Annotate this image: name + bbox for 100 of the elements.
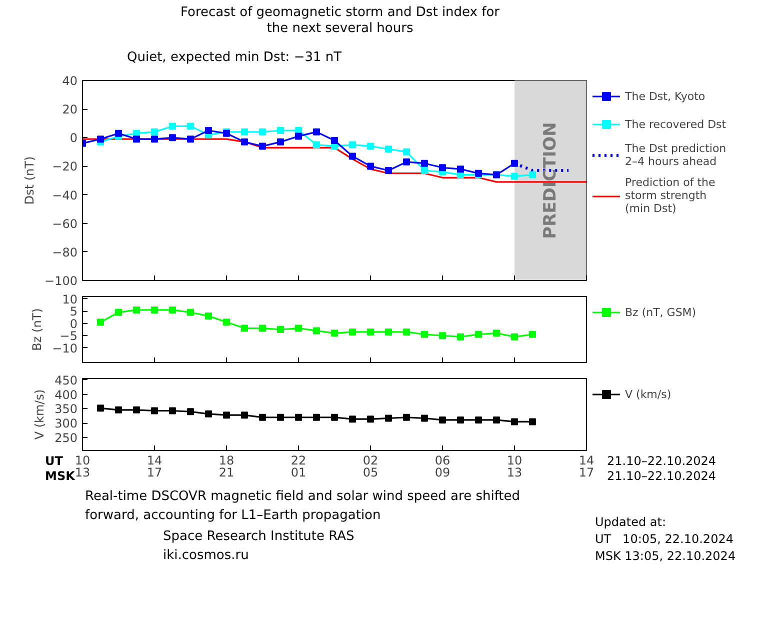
y-axis-title: V (km/s) <box>32 389 47 440</box>
point <box>151 407 158 414</box>
x2-tick-label: 13 <box>506 466 522 480</box>
text: Quiet, expected min Dst: −31 nT <box>127 49 342 67</box>
x2-tick-label: 17 <box>146 466 162 480</box>
point <box>367 142 374 150</box>
y-tick-label: 350 <box>54 402 78 416</box>
y-tick-label: −5 <box>60 329 78 344</box>
text: Updated at: <box>595 515 666 529</box>
point <box>529 171 536 178</box>
y-tick-label: −40 <box>52 188 78 202</box>
point <box>349 328 356 336</box>
point <box>475 416 482 424</box>
point <box>133 306 140 314</box>
point <box>205 127 212 134</box>
point <box>421 330 428 338</box>
point <box>511 333 518 340</box>
point <box>169 306 176 314</box>
x-tick-label: 14 <box>146 454 162 468</box>
point <box>133 136 140 143</box>
point <box>277 138 284 146</box>
point <box>457 333 464 340</box>
x-tick-label: 10 <box>506 454 522 468</box>
text: MSK 13:05, 22.10.2024 <box>595 549 736 564</box>
point <box>313 327 320 334</box>
point <box>331 414 338 421</box>
y-tick-label: −80 <box>52 245 78 260</box>
y-axis-title: Dst (nT) <box>22 156 37 205</box>
point <box>97 318 104 326</box>
point <box>403 158 410 166</box>
point <box>385 328 392 336</box>
text: UT 10:05, 22.10.2024 <box>595 532 734 546</box>
point <box>439 416 446 424</box>
y-tick-label: 40 <box>62 74 78 88</box>
y-tick-label: 250 <box>54 431 78 446</box>
x-tick-label: 06 <box>434 454 450 468</box>
point <box>169 407 176 414</box>
point <box>421 167 428 174</box>
point <box>421 160 428 167</box>
x2-tick-label: 17 <box>578 466 594 480</box>
point <box>115 308 122 316</box>
point <box>115 130 122 137</box>
x-tick-label: 14 <box>578 454 594 468</box>
point <box>313 414 320 421</box>
point <box>223 412 230 419</box>
point <box>205 410 212 418</box>
point <box>529 418 536 426</box>
y-tick-label: 5 <box>70 304 78 319</box>
y-tick-label: 450 <box>54 373 78 388</box>
point <box>97 136 104 143</box>
point <box>277 414 284 421</box>
y-tick-label: −10 <box>52 341 78 356</box>
point <box>187 136 194 143</box>
point <box>169 134 176 142</box>
point <box>241 138 248 146</box>
y-tick-label: −20 <box>52 160 78 174</box>
y-tick-label: 300 <box>54 416 78 431</box>
x2-tick-label: 13 <box>74 466 90 480</box>
point <box>241 128 248 136</box>
y-axis-title: Bz (nT) <box>30 308 44 351</box>
legend-label: The Dst prediction 2–4 hours ahead <box>625 142 728 168</box>
legend-label: The recovered Dst <box>625 118 728 130</box>
y-tick-label: −100 <box>44 274 78 288</box>
point <box>313 128 320 136</box>
point <box>493 416 500 424</box>
point <box>241 324 248 332</box>
point <box>457 166 464 173</box>
point <box>349 416 356 423</box>
point <box>511 418 518 426</box>
point <box>511 172 518 180</box>
point <box>187 408 194 416</box>
point <box>295 132 302 140</box>
point <box>385 146 392 153</box>
point <box>295 324 302 332</box>
point <box>133 406 140 414</box>
y-tick-label: 0 <box>70 316 78 331</box>
point <box>403 414 410 421</box>
point <box>295 414 302 421</box>
point <box>367 162 374 170</box>
point <box>205 312 212 320</box>
x-tick-label: 18 <box>218 454 234 468</box>
x2-tick-label: 09 <box>434 466 450 480</box>
point <box>349 152 356 160</box>
point <box>439 332 446 340</box>
x2-tick-label: 21 <box>218 466 234 480</box>
point <box>223 318 230 326</box>
point <box>349 141 356 148</box>
point <box>115 406 122 414</box>
x2-tick-label: 01 <box>290 466 306 480</box>
text: 21.10–22.10.2024 <box>607 454 716 468</box>
x2-tick-label: 05 <box>362 466 378 480</box>
x-tick-label: 02 <box>362 454 378 468</box>
y-tick-label: 0 <box>70 131 78 146</box>
point <box>385 414 392 422</box>
point <box>169 122 176 130</box>
point <box>331 137 338 144</box>
point <box>313 141 320 148</box>
point <box>403 328 410 336</box>
text: MSK <box>45 469 75 483</box>
point <box>367 416 374 423</box>
